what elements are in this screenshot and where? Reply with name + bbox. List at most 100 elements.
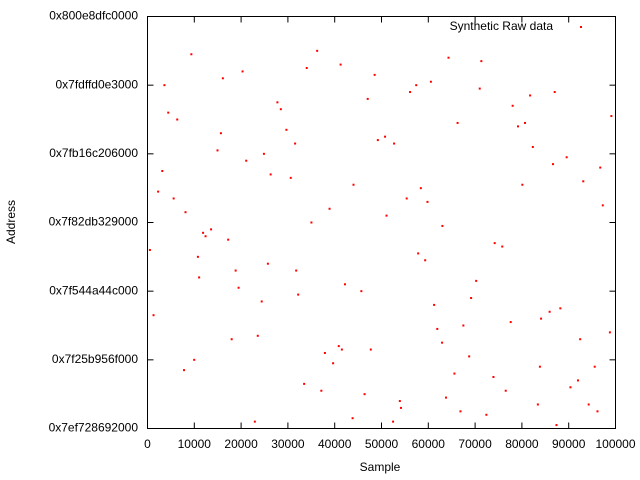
data-point — [415, 84, 418, 87]
data-point — [576, 379, 579, 382]
y-tick-label: 0x7f544a44c000 — [49, 283, 138, 297]
data-point — [433, 303, 436, 306]
y-axis-label: Address — [4, 200, 18, 244]
data-point — [596, 410, 599, 413]
data-point — [393, 142, 396, 145]
legend-marker — [580, 26, 582, 28]
data-point — [579, 338, 582, 341]
data-point — [295, 269, 298, 272]
data-point — [493, 242, 496, 245]
x-tick-label: 70000 — [458, 437, 492, 451]
data-point — [559, 307, 562, 310]
data-point — [540, 317, 543, 320]
data-point — [373, 73, 376, 76]
data-point — [582, 180, 585, 183]
data-point — [610, 115, 613, 118]
data-point — [399, 406, 402, 409]
data-point — [587, 403, 590, 406]
data-point — [485, 413, 488, 416]
data-point — [565, 156, 568, 159]
data-point — [459, 410, 462, 413]
data-point — [398, 400, 401, 403]
data-point — [198, 276, 201, 279]
data-point — [501, 245, 504, 248]
data-point — [161, 170, 164, 172]
data-point — [369, 348, 372, 351]
data-point — [475, 279, 478, 282]
data-point — [478, 87, 481, 90]
data-point — [163, 84, 166, 87]
legend-label: Synthetic Raw data — [450, 19, 554, 33]
x-tick-label: 20000 — [224, 437, 258, 451]
data-point — [524, 121, 527, 124]
x-tick-label: 90000 — [552, 437, 586, 451]
data-point — [167, 111, 170, 114]
data-point — [509, 321, 512, 324]
data-point — [183, 369, 186, 372]
data-point — [419, 187, 422, 190]
data-point — [447, 56, 450, 59]
data-point — [310, 221, 313, 224]
x-tick-label: 30000 — [271, 437, 305, 451]
data-point — [376, 139, 379, 142]
data-point — [202, 231, 205, 234]
data-point — [480, 60, 483, 63]
data-point — [445, 396, 448, 399]
data-point — [305, 67, 308, 69]
data-point — [548, 310, 551, 313]
data-point — [417, 252, 420, 255]
data-point — [253, 420, 256, 423]
data-point — [320, 389, 323, 392]
data-point — [256, 334, 259, 337]
plot-frame — [147, 16, 616, 429]
data-point — [352, 183, 355, 186]
x-tick-label: 10000 — [178, 437, 212, 451]
data-point — [285, 128, 288, 131]
data-point — [260, 300, 263, 303]
x-tick-label: 100000 — [595, 437, 635, 451]
data-point — [453, 372, 456, 375]
data-point — [221, 77, 224, 80]
data-point — [441, 224, 444, 227]
data-point — [536, 403, 539, 406]
data-point — [234, 269, 237, 272]
data-point — [269, 173, 272, 176]
data-point — [553, 91, 556, 94]
data-point — [323, 351, 326, 354]
data-point — [593, 365, 596, 368]
y-tick-label: 0x7fb16c206000 — [49, 146, 138, 160]
data-point — [193, 358, 196, 361]
data-point — [316, 49, 319, 52]
data-point — [436, 327, 439, 330]
x-tick-label: 60000 — [412, 437, 446, 451]
data-point — [332, 362, 335, 365]
data-point — [204, 235, 207, 238]
data-point — [405, 197, 408, 200]
data-point — [297, 293, 300, 296]
data-point — [363, 393, 366, 396]
data-point — [190, 53, 193, 56]
data-point — [148, 248, 151, 251]
data-point — [216, 149, 219, 152]
data-point — [184, 211, 187, 214]
data-point — [337, 345, 340, 348]
data-point — [172, 197, 175, 200]
data-point — [245, 159, 248, 162]
data-point — [385, 214, 388, 217]
data-point — [360, 290, 363, 293]
data-point — [366, 97, 369, 100]
data-point — [426, 200, 429, 203]
x-tick-label: 0 — [144, 437, 151, 451]
data-point — [339, 63, 342, 66]
data-point — [511, 104, 514, 107]
data-point — [276, 101, 279, 104]
x-tick-label: 40000 — [318, 437, 352, 451]
data-point — [262, 152, 265, 155]
data-point — [456, 121, 459, 124]
data-point — [210, 228, 213, 231]
y-tick-label: 0x7f82db329000 — [49, 215, 139, 229]
data-point — [429, 80, 432, 83]
data-point — [294, 142, 297, 145]
